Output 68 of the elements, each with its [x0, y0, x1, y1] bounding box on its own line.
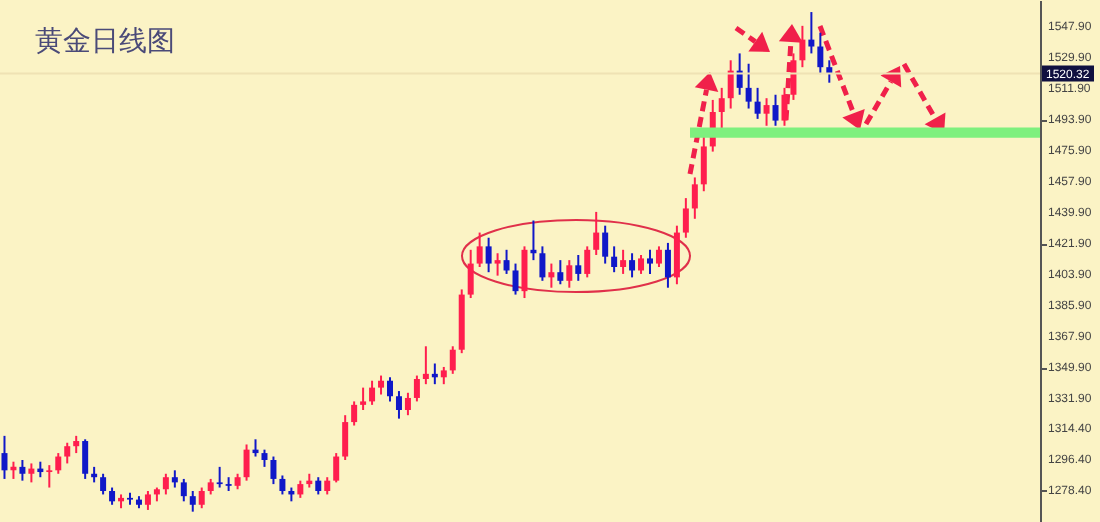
candlestick: [189, 489, 196, 513]
candlestick: [817, 31, 824, 76]
candlestick: [55, 452, 62, 475]
candlestick: [629, 252, 636, 279]
candlestick: [19, 458, 26, 482]
candlestick: [754, 86, 761, 120]
candlestick: [521, 245, 528, 300]
candlestick: [422, 345, 429, 386]
candlestick: [620, 248, 627, 275]
candlestick: [584, 245, 591, 279]
candlestick: [216, 465, 223, 489]
candlestick: [494, 252, 501, 277]
candlestick: [539, 245, 546, 282]
candlestick: [503, 248, 510, 275]
candlestick: [333, 452, 340, 484]
candlestick: [82, 438, 89, 480]
candlestick: [557, 259, 564, 286]
candlestick: [593, 210, 600, 256]
candlestick: [700, 133, 707, 193]
candlestick: [718, 86, 725, 131]
candlestick: [638, 253, 645, 275]
candlestick: [369, 379, 376, 406]
candlestick: [826, 59, 833, 84]
candlestick: [395, 390, 402, 420]
candlestick: [198, 486, 205, 510]
candlestick: [763, 97, 770, 127]
candlestick: [682, 197, 689, 239]
candlestick: [162, 472, 169, 496]
candlestick: [387, 376, 393, 403]
candlestick: [673, 224, 680, 286]
candlestick: [512, 262, 519, 296]
candlestick: [1, 434, 8, 480]
candlestick: [378, 374, 385, 396]
candlestick: [781, 86, 788, 127]
candlestick: [449, 345, 456, 375]
candlestick: [485, 236, 492, 274]
candlestick: [790, 52, 797, 101]
candlestick: [243, 443, 250, 482]
candlestick: [602, 224, 609, 265]
candlestick: [351, 400, 358, 427]
text: 黄金日线图: [35, 26, 175, 58]
candlestick: [611, 245, 618, 274]
candlestick: [664, 241, 671, 289]
candlestick: [655, 245, 662, 269]
candlestick: [467, 248, 474, 300]
candlestick: [799, 24, 806, 69]
candlestick: [46, 464, 53, 489]
candlestick: [279, 474, 286, 496]
candlestick: [566, 259, 573, 289]
candlestick: [772, 93, 779, 127]
candlestick: [404, 391, 411, 417]
candlestick: [575, 253, 582, 282]
candlestick: [100, 472, 107, 496]
candlestick: [413, 374, 420, 403]
candlestick: [64, 441, 71, 465]
candlestick: [808, 11, 815, 55]
candlestick: [745, 62, 752, 110]
candlestick: [28, 462, 35, 484]
candlestick: [180, 477, 187, 503]
candlestick: [691, 176, 698, 220]
candlestick: [727, 59, 734, 110]
candlestick: [270, 455, 277, 486]
candlestick: [342, 414, 349, 461]
candlestick: [360, 386, 367, 412]
candlestick: [476, 231, 483, 269]
candlestick: [548, 262, 555, 289]
candlestick: [144, 489, 151, 511]
candlestick: [647, 248, 653, 275]
